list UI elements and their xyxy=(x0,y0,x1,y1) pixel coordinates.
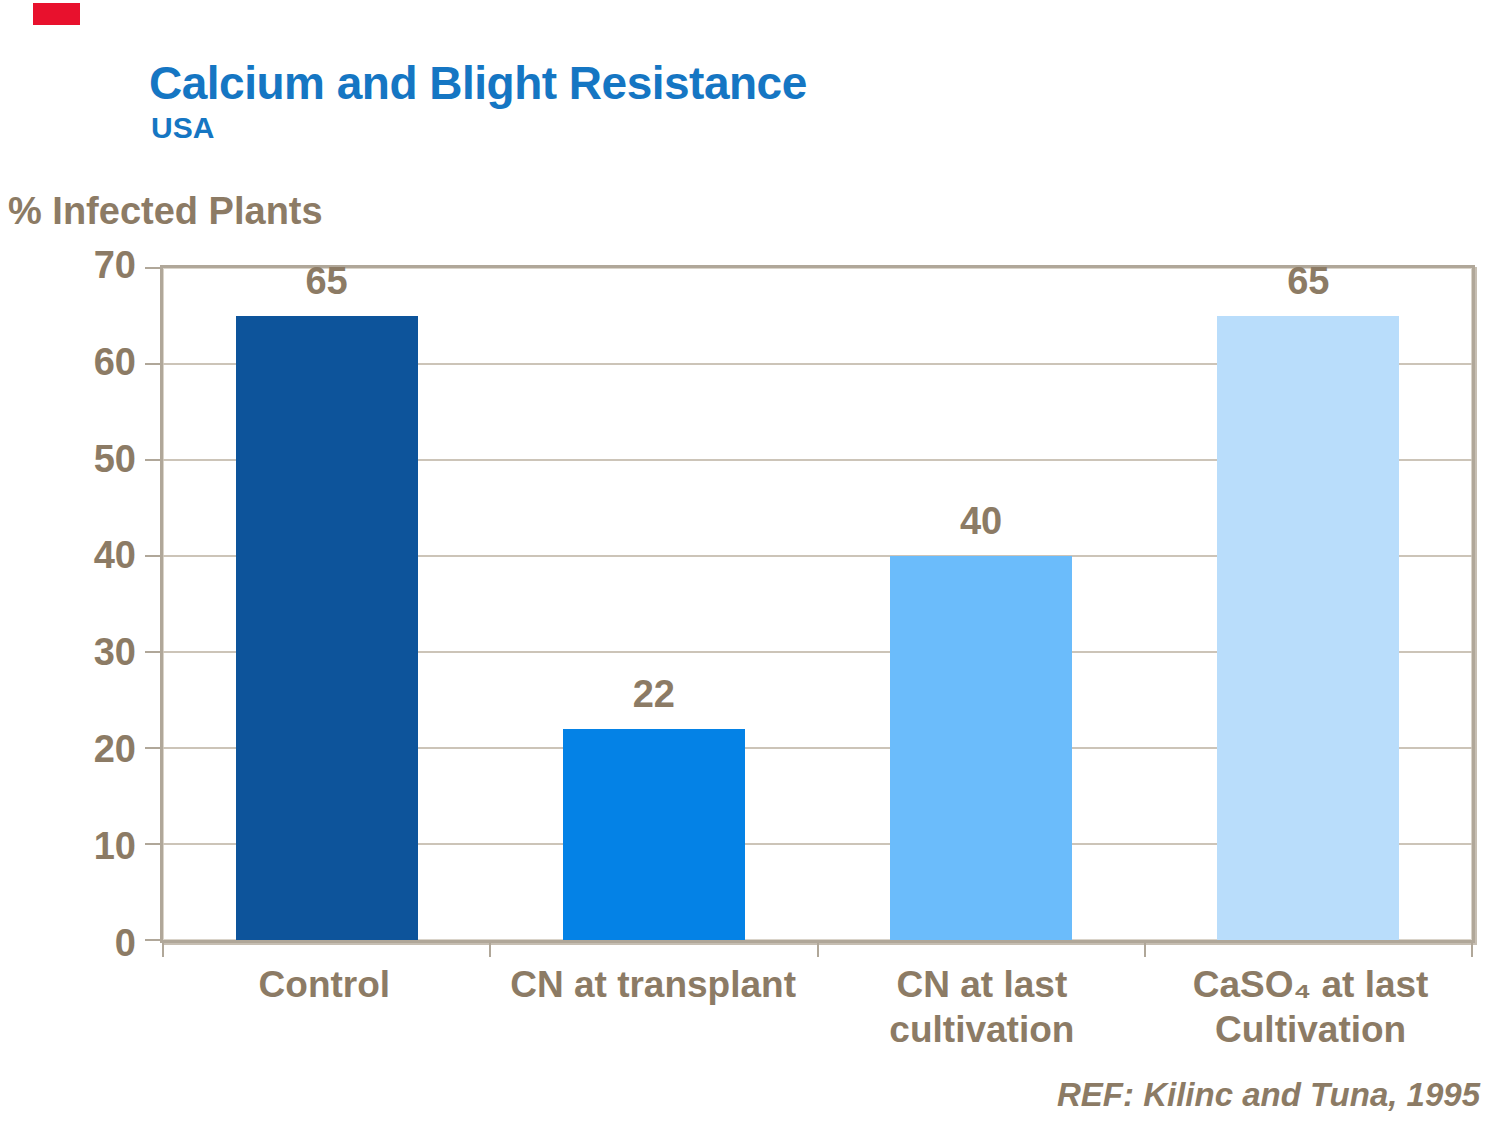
y-tick-label: 70 xyxy=(40,247,136,283)
y-tick-label: 40 xyxy=(40,538,136,574)
y-axis-title: % Infected Plants xyxy=(8,190,323,233)
bar-value-label: 65 xyxy=(163,262,490,300)
x-category-label-line: CaSO₄ at last xyxy=(1146,962,1475,1007)
x-boundary-tick xyxy=(817,943,819,957)
x-category-label-line: cultivation xyxy=(818,1007,1147,1052)
y-tick-mark xyxy=(145,747,160,749)
bar xyxy=(1217,316,1399,940)
y-tick-label: 30 xyxy=(40,634,136,670)
brand-accent-mark xyxy=(33,3,80,25)
y-tick-label: 50 xyxy=(40,441,136,477)
x-category-label: Control xyxy=(160,962,489,1007)
x-category-label-line: Cultivation xyxy=(1146,1007,1475,1052)
bar-value-label: 65 xyxy=(1145,262,1472,300)
bar xyxy=(236,316,418,940)
reference-note: REF: Kilinc and Tuna, 1995 xyxy=(1057,1076,1480,1114)
bar xyxy=(563,729,745,940)
x-boundary-tick xyxy=(162,943,164,957)
x-boundary-tick xyxy=(489,943,491,957)
bar-value-label: 22 xyxy=(490,675,817,713)
x-boundary-tick xyxy=(1144,943,1146,957)
category-slot: 40 xyxy=(818,268,1145,940)
page-subtitle: USA xyxy=(151,111,214,145)
plot-area: 65224065 xyxy=(160,265,1475,943)
page-title: Calcium and Blight Resistance xyxy=(149,56,807,110)
y-tick-mark xyxy=(145,459,160,461)
y-tick-mark xyxy=(145,555,160,557)
y-tick-label: 0 xyxy=(40,925,136,961)
y-tick-mark xyxy=(145,843,160,845)
y-tick-label: 10 xyxy=(40,828,136,864)
category-slot: 65 xyxy=(1145,268,1472,940)
x-axis-labels: ControlCN at transplantCN at lastcultiva… xyxy=(160,962,1475,1082)
x-category-label-line: CN at last xyxy=(818,962,1147,1007)
y-tick-label: 20 xyxy=(40,731,136,767)
bar xyxy=(890,556,1072,940)
category-slot: 22 xyxy=(490,268,817,940)
x-category-label-line: CN at transplant xyxy=(489,962,818,1007)
y-tick-mark xyxy=(145,267,160,269)
y-tick-mark xyxy=(145,939,160,941)
x-category-label: CaSO₄ at lastCultivation xyxy=(1146,962,1475,1052)
y-tick-mark xyxy=(145,363,160,365)
bar-value-label: 40 xyxy=(818,502,1145,540)
slide-canvas: Calcium and Blight Resistance USA % Infe… xyxy=(0,0,1500,1125)
y-tick-label: 60 xyxy=(40,344,136,380)
x-boundary-tick xyxy=(1471,943,1473,957)
category-slot: 65 xyxy=(163,268,490,940)
x-category-label: CN at transplant xyxy=(489,962,818,1007)
x-category-label-line: Control xyxy=(160,962,489,1007)
y-tick-mark xyxy=(145,651,160,653)
y-axis-labels: 010203040506070 xyxy=(40,265,136,943)
x-category-label: CN at lastcultivation xyxy=(818,962,1147,1052)
